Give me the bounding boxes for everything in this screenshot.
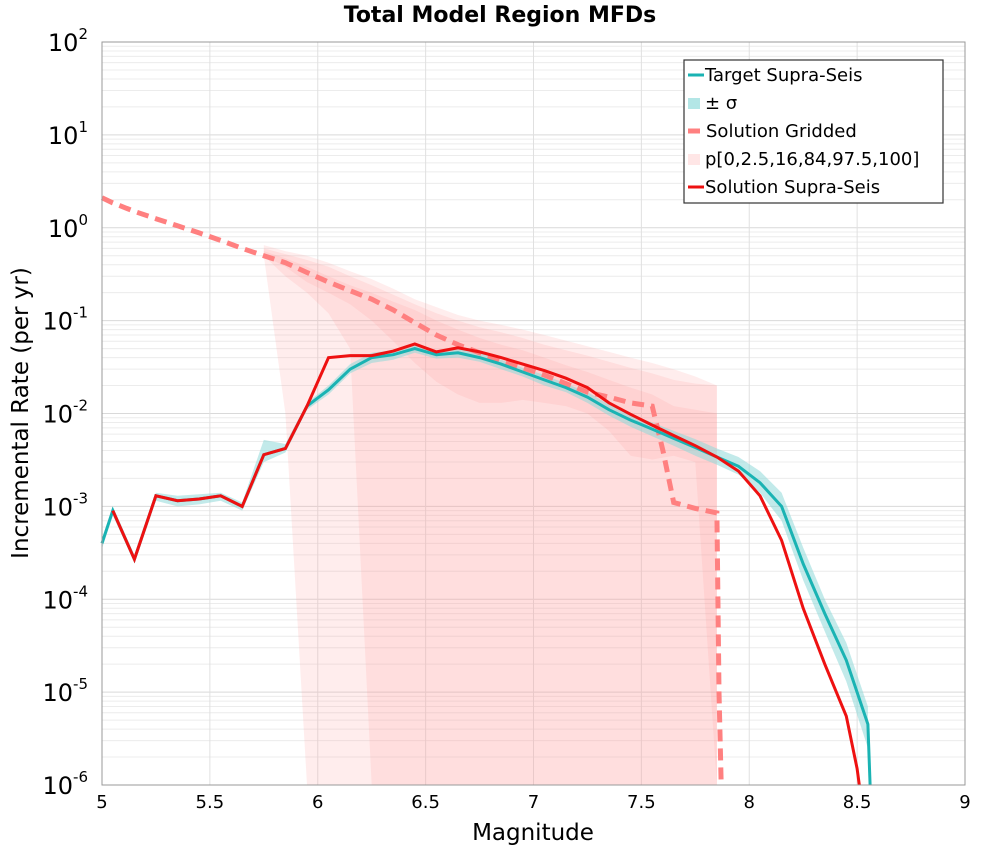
y-tick-label: 10-2 [42, 397, 88, 429]
percentile-band-0-100 [263, 245, 717, 786]
chart-title: Total Model Region MFDs [344, 3, 657, 28]
x-tick-label: 9 [959, 792, 970, 813]
legend-swatch [688, 154, 700, 165]
y-tick-label: 10-4 [42, 582, 88, 614]
y-tick-label: 102 [48, 25, 88, 57]
legend-label: p[0,2.5,16,84,97.5,100] [705, 149, 919, 170]
y-tick-label: 10-1 [42, 304, 88, 336]
x-tick-label: 7 [528, 792, 539, 813]
legend-label: ± σ [705, 93, 737, 114]
legend-swatch [688, 98, 700, 109]
x-tick-label: 7.5 [627, 792, 656, 813]
legend-label: Solution Gridded [706, 121, 857, 142]
y-tick-label: 10-6 [42, 768, 88, 800]
solution-gridded-line [100, 195, 724, 786]
legend-label: Target Supra-Seis [704, 65, 862, 86]
y-tick-label: 101 [48, 118, 88, 150]
solution-supra-seis-line [111, 342, 861, 786]
x-tick-label: 8.5 [843, 792, 872, 813]
legend: Target Supra-Seis ± σ Solution Gridded p[0,… [683, 59, 944, 204]
y-tick-label: 100 [48, 211, 88, 243]
x-tick-label: 6.5 [411, 792, 440, 813]
y-tick-labels: 10-6 10-5 10-4 10-3 10-2 10-1 100 101 102 [42, 25, 88, 800]
plot-frame [101, 41, 966, 786]
percentile-band-16-84 [263, 251, 717, 786]
sigma-band [102, 344, 868, 748]
legend-box [683, 59, 944, 204]
x-tick-label: 8 [744, 792, 755, 813]
x-tick-labels: 5 5.5 6 6.5 7 7.5 8 8.5 9 [96, 792, 970, 813]
percentile-band-2.5-97.5 [263, 248, 717, 785]
y-tick-label: 10-5 [42, 675, 88, 707]
legend-label: Solution Supra-Seis [705, 177, 880, 198]
x-tick-label: 5 [96, 792, 107, 813]
y-axis-label: Incremental Rate (per yr) [8, 267, 34, 559]
x-tick-label: 5.5 [196, 792, 225, 813]
series-lines [100, 195, 872, 786]
x-tick-label: 6 [312, 792, 323, 813]
x-axis-label: Magnitude [472, 820, 594, 846]
y-tick-label: 10-3 [42, 489, 88, 521]
percentile-bands [102, 245, 868, 786]
